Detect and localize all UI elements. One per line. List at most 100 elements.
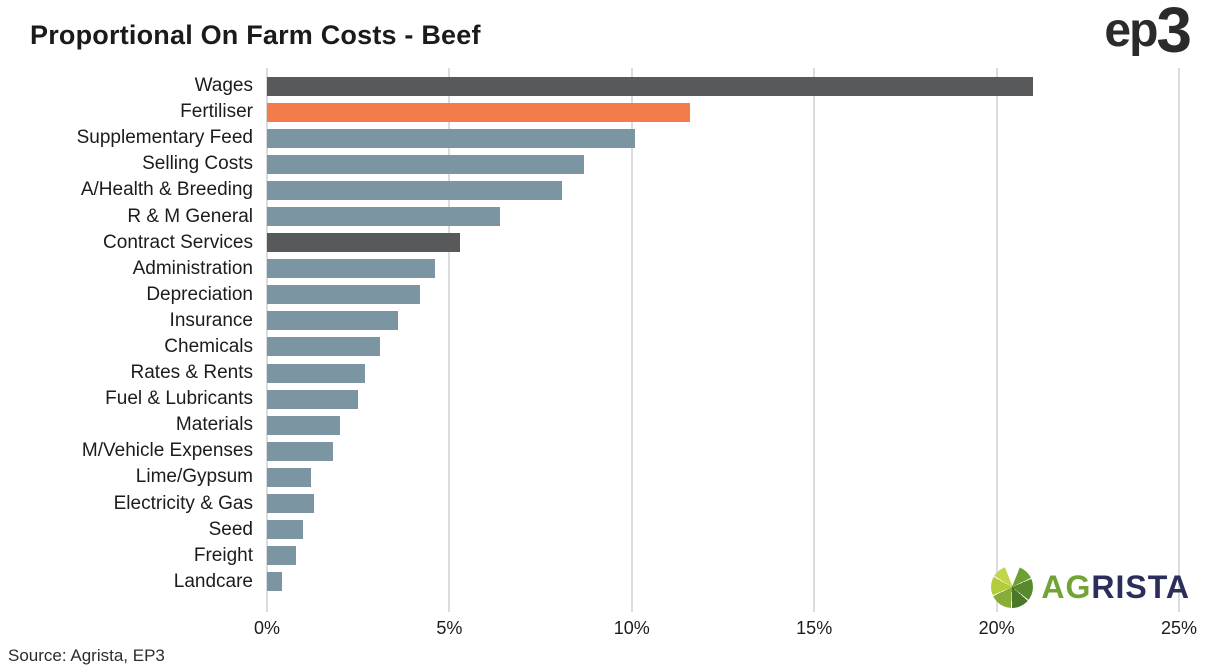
- bar-row-rates-rents: Rates & Rents: [0, 360, 1179, 386]
- bar-row-selling-costs: Selling Costs: [0, 151, 1179, 177]
- source-note: Source: Agrista, EP3: [8, 646, 165, 665]
- bar-freight: [267, 546, 297, 566]
- ep3-logo: ep 3: [1104, 0, 1192, 66]
- gridline-15%: [813, 68, 816, 612]
- category-label-wages: Wages: [194, 75, 253, 97]
- bar-row-seed: Seed: [0, 517, 1179, 543]
- category-label-electricity-gas: Electricity & Gas: [113, 492, 253, 514]
- bar-track: [267, 311, 1179, 331]
- category-label-rates-rents: Rates & Rents: [130, 362, 254, 384]
- bar-r-m-general: [267, 207, 501, 227]
- bar-seed: [267, 520, 304, 540]
- bar-fuel-lubricants: [267, 389, 359, 409]
- x-tick-label-0%: 0%: [253, 618, 281, 638]
- x-axis: 0% 5% 10% 15% 20% 25%: [254, 618, 1197, 644]
- bar-supplementary-feed: [267, 128, 636, 148]
- bar-track: [267, 546, 1179, 566]
- category-label-selling-costs: Selling Costs: [142, 153, 253, 175]
- bar-track: [267, 415, 1179, 435]
- category-label-freight: Freight: [193, 544, 253, 566]
- bar-row-fuel-lubricants: Fuel & Lubricants: [0, 386, 1179, 412]
- bar-row-chemicals: Chemicals: [0, 334, 1179, 360]
- category-label-administration: Administration: [132, 257, 253, 279]
- bar-track: [267, 441, 1179, 461]
- bar-row-freight: Freight: [0, 543, 1179, 569]
- bar-row-insurance: Insurance: [0, 308, 1179, 334]
- x-tick-label-20%: 20%: [978, 618, 1015, 638]
- agrista-leaf-icon: [991, 566, 1034, 608]
- x-tick-label-5%: 5%: [436, 618, 463, 638]
- gridline-20%: [995, 68, 998, 612]
- category-label-insurance: Insurance: [169, 309, 253, 331]
- agrista-text-green: AG: [1041, 569, 1092, 605]
- category-label-materials: Materials: [175, 414, 253, 436]
- category-label-chemicals: Chemicals: [164, 335, 253, 357]
- gridline-5%: [448, 68, 451, 612]
- bar-row-m-vehicle-expenses: M/Vehicle Expenses: [0, 438, 1179, 464]
- bar-track: [267, 154, 1179, 174]
- bar-track: [267, 494, 1179, 514]
- bar-track: [267, 259, 1179, 279]
- category-label-r-m-general: R & M General: [127, 205, 253, 227]
- category-label-supplementary-feed: Supplementary Feed: [76, 127, 253, 149]
- bar-electricity-gas: [267, 494, 315, 514]
- bar-row-contract-services: Contract Services: [0, 230, 1179, 256]
- bar-track: [267, 363, 1179, 383]
- x-tick-label-10%: 10%: [613, 618, 650, 638]
- category-label-landcare: Landcare: [173, 570, 253, 592]
- agrista-text-navy: RISTA: [1091, 569, 1190, 605]
- category-label-lime-gypsum: Lime/Gypsum: [135, 466, 253, 488]
- category-label-a-health-breeding: A/Health & Breeding: [80, 179, 253, 201]
- bar-chart: Wages Fertiliser Supplementary Feed Selling…: [0, 73, 1179, 595]
- chart-title: Proportional On Farm Costs - Beef: [30, 20, 481, 50]
- category-label-contract-services: Contract Services: [103, 231, 253, 253]
- bar-track: [267, 285, 1179, 305]
- bar-rates-rents: [267, 363, 366, 383]
- gridline-25%: [1178, 68, 1180, 612]
- x-tick-label-25%: 25%: [1160, 618, 1198, 638]
- ep3-logo-digit: 3: [1156, 0, 1192, 66]
- x-tick-label-15%: 15%: [796, 618, 833, 638]
- bar-row-a-health-breeding: A/Health & Breeding: [0, 177, 1179, 203]
- bar-track: [267, 180, 1179, 200]
- bar-track: [267, 467, 1179, 487]
- bar-row-fertiliser: Fertiliser: [0, 99, 1179, 125]
- bar-track: [267, 572, 1179, 592]
- bar-row-landcare: Landcare: [0, 569, 1179, 595]
- bar-contract-services: [267, 233, 461, 253]
- bar-track: [267, 207, 1179, 227]
- bar-fertiliser: [267, 102, 691, 122]
- bar-row-r-m-general: R & M General: [0, 203, 1179, 229]
- category-label-seed: Seed: [208, 518, 253, 540]
- bar-insurance: [267, 311, 399, 331]
- bar-administration: [267, 259, 435, 279]
- bar-row-supplementary-feed: Supplementary Feed: [0, 125, 1179, 151]
- bar-a-health-breeding: [267, 180, 563, 200]
- agrista-logo: AGRISTA: [991, 566, 1190, 608]
- bar-row-lime-gypsum: Lime/Gypsum: [0, 464, 1179, 490]
- bar-landcare: [267, 572, 282, 592]
- category-label-fuel-lubricants: Fuel & Lubricants: [105, 388, 253, 410]
- bar-track: [267, 233, 1179, 253]
- bar-selling-costs: [267, 154, 585, 174]
- bar-track: [267, 520, 1179, 540]
- bar-wages: [267, 76, 1034, 96]
- bar-track: [267, 102, 1179, 122]
- bar-track: [267, 337, 1179, 357]
- bar-depreciation: [267, 285, 421, 305]
- bar-row-materials: Materials: [0, 412, 1179, 438]
- bar-materials: [267, 415, 340, 435]
- bar-m-vehicle-expenses: [267, 441, 333, 461]
- agrista-logo-text: AGRISTA: [1041, 571, 1190, 603]
- bar-track: [267, 389, 1179, 409]
- category-label-depreciation: Depreciation: [146, 283, 253, 305]
- bar-row-wages: Wages: [0, 73, 1179, 99]
- category-label-fertiliser: Fertiliser: [180, 101, 253, 123]
- category-label-m-vehicle-expenses: M/Vehicle Expenses: [81, 440, 253, 462]
- ep3-logo-text: ep: [1104, 4, 1158, 57]
- bar-chemicals: [267, 337, 381, 357]
- bar-row-depreciation: Depreciation: [0, 282, 1179, 308]
- bar-lime-gypsum: [267, 467, 311, 487]
- bar-track: [267, 128, 1179, 148]
